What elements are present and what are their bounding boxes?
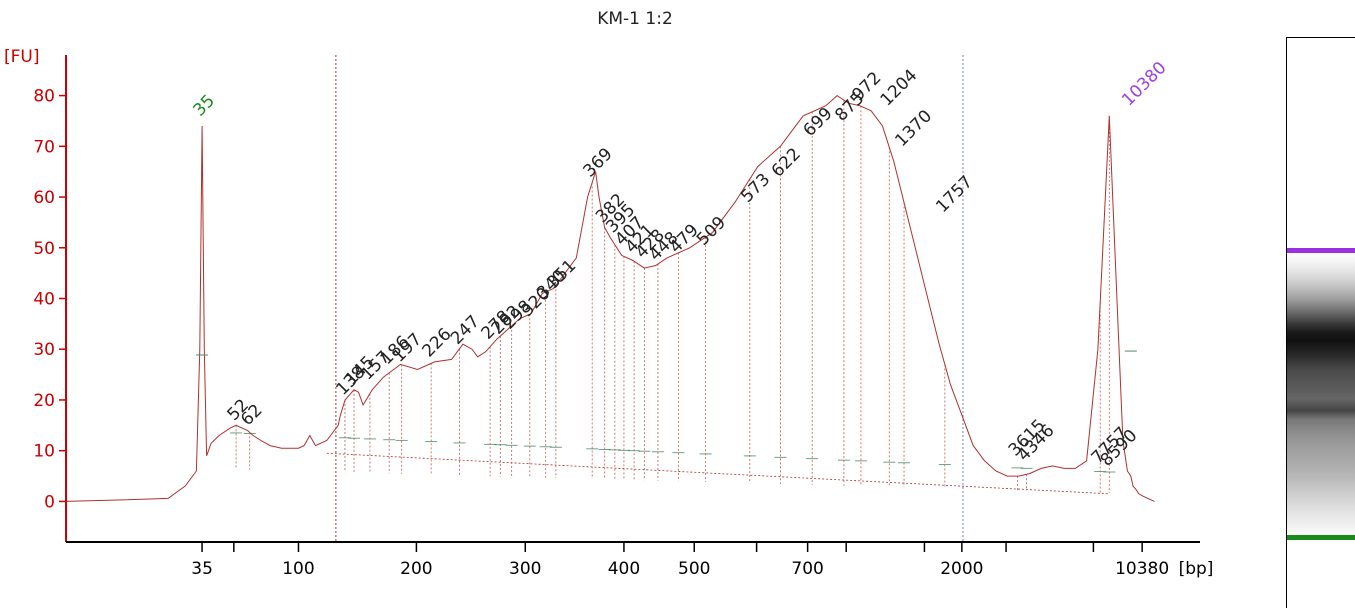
peak-labels: 5262138145157186197226247278282298320340… (189, 58, 1170, 471)
y-tick-label-10: 10 (33, 442, 55, 462)
gel-smear (1287, 251, 1355, 541)
peak-integration-lines (230, 100, 1116, 495)
electropherogram-chart: 0 10 20 30 40 50 60 70 80 [FU] 35 100 200 300 400 500 70… (4, 47, 1213, 579)
region-boundaries (335, 55, 964, 542)
x-axis-label: [bp] (1179, 559, 1214, 579)
gel-upper-marker-band (1287, 248, 1355, 253)
x-tick-label-35: 35 (191, 559, 213, 579)
x-tick-label-700: 700 (791, 559, 823, 579)
x-tick-label-500: 500 (678, 559, 710, 579)
virtual-gel-lane (1286, 37, 1355, 608)
trace-layer (65, 94, 1155, 502)
marker-label-35: 35 (189, 91, 218, 120)
peak-label-1370: 1370 (891, 106, 936, 151)
y-tick-label-60: 60 (33, 188, 55, 208)
peak-label-573: 573 (737, 170, 774, 207)
peak-label-622: 622 (768, 144, 805, 181)
x-tick-label-100: 100 (282, 559, 314, 579)
x-tick-label-300: 300 (509, 559, 541, 579)
peak-label-369: 369 (580, 144, 617, 181)
y-tick-label-30: 30 (33, 340, 55, 360)
x-tick-label-200: 200 (400, 559, 432, 579)
marker-label-10380: 10380 (1118, 58, 1170, 110)
electropherogram-trace (65, 94, 1155, 502)
axes: 0 10 20 30 40 50 60 70 80 [FU] 35 100 200 300 400 500 70… (4, 47, 1213, 579)
y-tick-label-80: 80 (33, 87, 55, 107)
peak-label-1757: 1757 (932, 172, 977, 217)
chart-title: KM-1 1:2 (597, 9, 673, 29)
x-tick-label-400: 400 (608, 559, 640, 579)
peak-label-226: 226 (419, 324, 456, 361)
y-axis-label: [FU] (4, 47, 40, 67)
peak-label-509: 509 (693, 213, 730, 250)
peak-label-1204: 1204 (877, 66, 922, 111)
x-tick-label-10380: 10380 (1115, 559, 1169, 579)
peak-label-699: 699 (800, 104, 837, 141)
y-tick-label-20: 20 (33, 391, 55, 411)
integration-baseline (326, 452, 1110, 495)
y-tick-label-50: 50 (33, 239, 55, 259)
y-tick-label-0: 0 (44, 492, 55, 512)
x-tick-label-2000: 2000 (940, 559, 983, 579)
y-tick-label-70: 70 (33, 137, 55, 157)
gel-lower-marker-band (1287, 535, 1355, 540)
y-tick-label-40: 40 (33, 290, 55, 310)
